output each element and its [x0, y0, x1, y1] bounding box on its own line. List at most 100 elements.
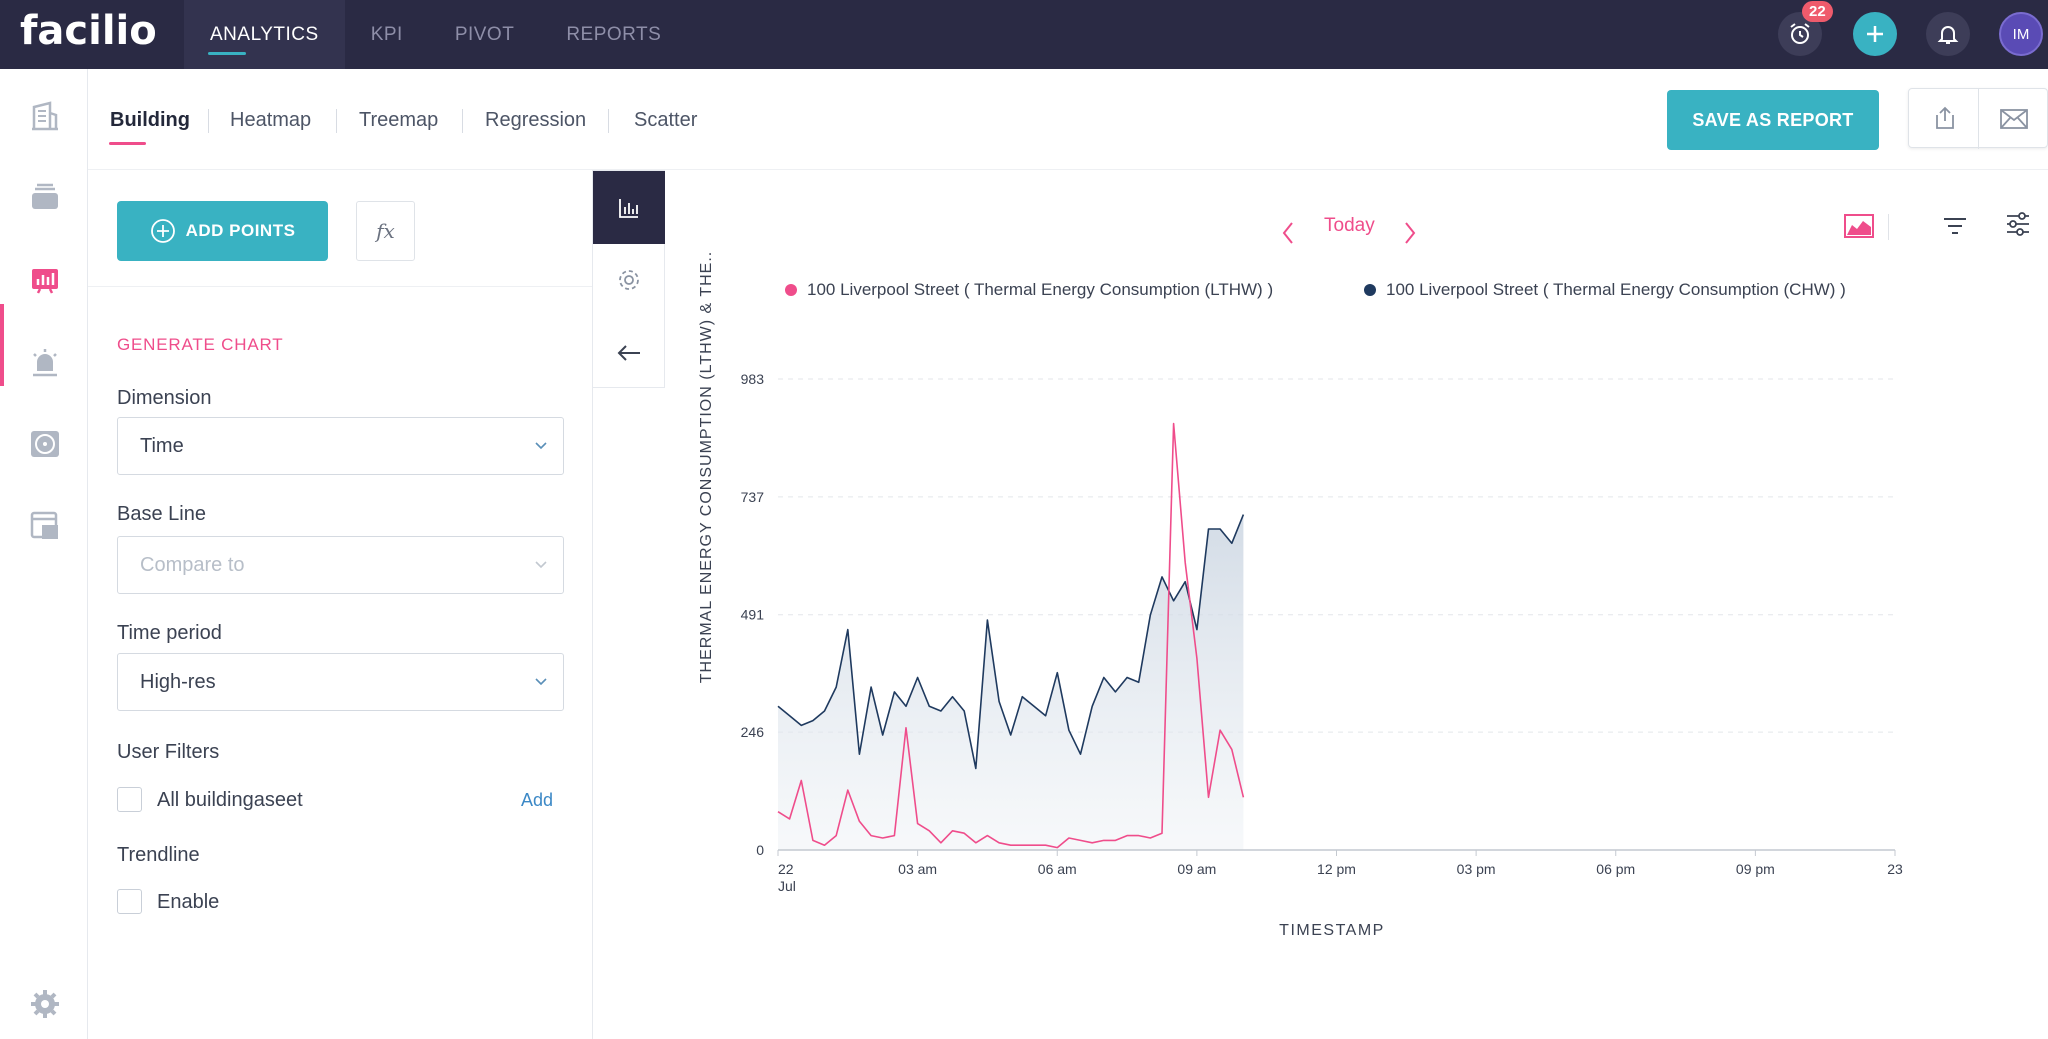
x-tick-label: 06 am [1038, 861, 1077, 877]
formula-button[interactable]: fx [356, 201, 415, 261]
add-filter-link[interactable]: Add [521, 790, 554, 810]
legend-item-lthw[interactable]: 100 Liverpool Street ( Thermal Energy Co… [785, 280, 1273, 300]
x-tick-label: 03 pm [1457, 861, 1496, 877]
tab-regression[interactable]: Regression [485, 109, 587, 131]
tab-separator [608, 109, 609, 133]
inbox-stack-icon[interactable] [28, 181, 62, 215]
add-points-button[interactable]: ADD POINTS [117, 201, 328, 261]
area-chart-icon[interactable] [1843, 213, 1875, 239]
chart-type-button[interactable] [593, 171, 665, 244]
dimension-value: Time [140, 434, 184, 457]
y-tick-label: 983 [741, 371, 765, 387]
all-buildingaseet-checkbox[interactable] [117, 787, 142, 812]
x-tick-label: 09 pm [1736, 861, 1775, 877]
email-envelope-icon[interactable] [1999, 108, 2029, 130]
alarm-count-badge: 22 [1802, 1, 1833, 22]
x-tick-label: 12 pm [1317, 861, 1356, 877]
tab-separator [208, 109, 209, 133]
settings-gear-icon[interactable] [28, 987, 62, 1021]
baseline-label: Base Line [117, 503, 206, 525]
alarm-siren-icon[interactable] [28, 345, 62, 379]
baseline-placeholder: Compare to [140, 553, 245, 576]
gear-icon [619, 270, 639, 290]
nav-kpi[interactable]: KPI [370, 23, 403, 45]
nav-pivot[interactable]: PIVOT [454, 23, 515, 45]
y-tick-label: 737 [741, 489, 765, 505]
series-area-chw [778, 514, 1244, 850]
y-tick-label: 246 [741, 724, 765, 740]
dimension-label: Dimension [117, 387, 212, 409]
tab-scatter[interactable]: Scatter [634, 109, 698, 131]
chart-area: Today 100 Liverpool Street ( Thermal Ene… [666, 170, 2048, 1039]
chevron-right-icon[interactable] [1402, 220, 1418, 246]
chart-settings-button[interactable] [593, 244, 665, 316]
series-line-lthw [777, 422, 1245, 849]
tab-separator [462, 109, 463, 133]
chevron-down-icon [535, 561, 547, 569]
x-tick-label: 03 am [898, 861, 937, 877]
tab-treemap[interactable]: Treemap [359, 109, 439, 131]
legend-label-lthw: 100 Liverpool Street ( Thermal Energy Co… [807, 280, 1274, 299]
time-period-select[interactable]: High-res [117, 653, 564, 711]
all-buildingaseet-label: All buildingaseet [157, 789, 303, 811]
rail-active-indicator [0, 304, 4, 386]
panel-divider [88, 286, 592, 287]
toolbar-divider [1888, 214, 1889, 240]
trendline-enable-checkbox[interactable] [117, 889, 142, 914]
facilio-logo[interactable]: facilio [20, 8, 157, 54]
add-points-label: ADD POINTS [185, 221, 296, 240]
y-axis-label: THERMAL ENERGY CONSUMPTION (LTHW) & THE.… [698, 251, 715, 683]
plus-icon [1867, 26, 1883, 42]
bell-icon [1937, 26, 1959, 44]
save-as-report-button[interactable]: SAVE AS REPORT [1667, 90, 1879, 150]
x-tick-label: 09 am [1177, 861, 1216, 877]
today-date-label[interactable]: Today [1324, 215, 1375, 236]
top-nav: ANALYTICS KPI PIVOT REPORTS [184, 0, 687, 69]
user-avatar[interactable]: IM [1999, 12, 2043, 56]
dashboard-window-icon[interactable] [28, 509, 62, 543]
alarm-clock-icon [1790, 23, 1810, 44]
nav-analytics[interactable]: ANALYTICS [184, 0, 345, 69]
asset-fan-icon[interactable] [28, 427, 62, 461]
legend-label-chw: 100 Liverpool Street ( Thermal Energy Co… [1386, 280, 1846, 299]
time-period-value: High-res [140, 670, 216, 693]
bar-chart-icon [619, 198, 638, 218]
add-circle-icon [150, 219, 175, 243]
trendline-label: Trendline [117, 844, 200, 866]
legend-item-chw[interactable]: 100 Liverpool Street ( Thermal Energy Co… [1364, 280, 1846, 300]
legend-dot-lthw [785, 284, 797, 296]
time-period-label: Time period [117, 622, 222, 644]
arrow-left-icon [617, 345, 640, 361]
active-tab-underline [109, 142, 146, 145]
filter-lines-icon[interactable] [1942, 214, 1968, 238]
x-tick-label: 22 [778, 861, 794, 877]
baseline-select[interactable]: Compare to [117, 536, 564, 594]
building-icon[interactable] [28, 99, 62, 133]
share-export-icon[interactable] [1933, 105, 1957, 131]
chart-side-toolbar [593, 170, 665, 388]
tab-separator [336, 109, 337, 133]
notifications-button[interactable] [1926, 12, 1970, 56]
trendline-enable-label: Enable [157, 891, 220, 913]
left-rail [0, 69, 88, 1039]
sub-tabs: Building Heatmap Treemap Regression Scat… [88, 69, 2048, 170]
nav-reports[interactable]: REPORTS [566, 23, 662, 45]
user-filters-label: User Filters [117, 741, 220, 763]
tab-building[interactable]: Building [110, 109, 190, 131]
chevron-left-icon[interactable] [1280, 220, 1296, 246]
analytics-icon[interactable] [28, 263, 62, 297]
add-new-button[interactable] [1853, 12, 1897, 56]
y-tick-label: 0 [756, 842, 764, 858]
sliders-icon[interactable] [2004, 210, 2032, 238]
tab-heatmap[interactable]: Heatmap [230, 109, 312, 131]
iconbox-divider [1978, 89, 1979, 149]
x-tick-sublabel: Jul [778, 878, 796, 894]
x-axis-label: TIMESTAMP [1279, 922, 1385, 939]
x-tick-label: 06 pm [1596, 861, 1635, 877]
dimension-select[interactable]: Time [117, 417, 564, 475]
collapse-panel-button[interactable] [593, 317, 665, 389]
legend-dot-chw [1364, 284, 1376, 296]
x-tick-label: 23 [1887, 861, 1903, 877]
chart-config-panel: ADD POINTS fx GENERATE CHART Dimension T… [88, 170, 593, 1039]
share-email-group [1908, 88, 2048, 149]
